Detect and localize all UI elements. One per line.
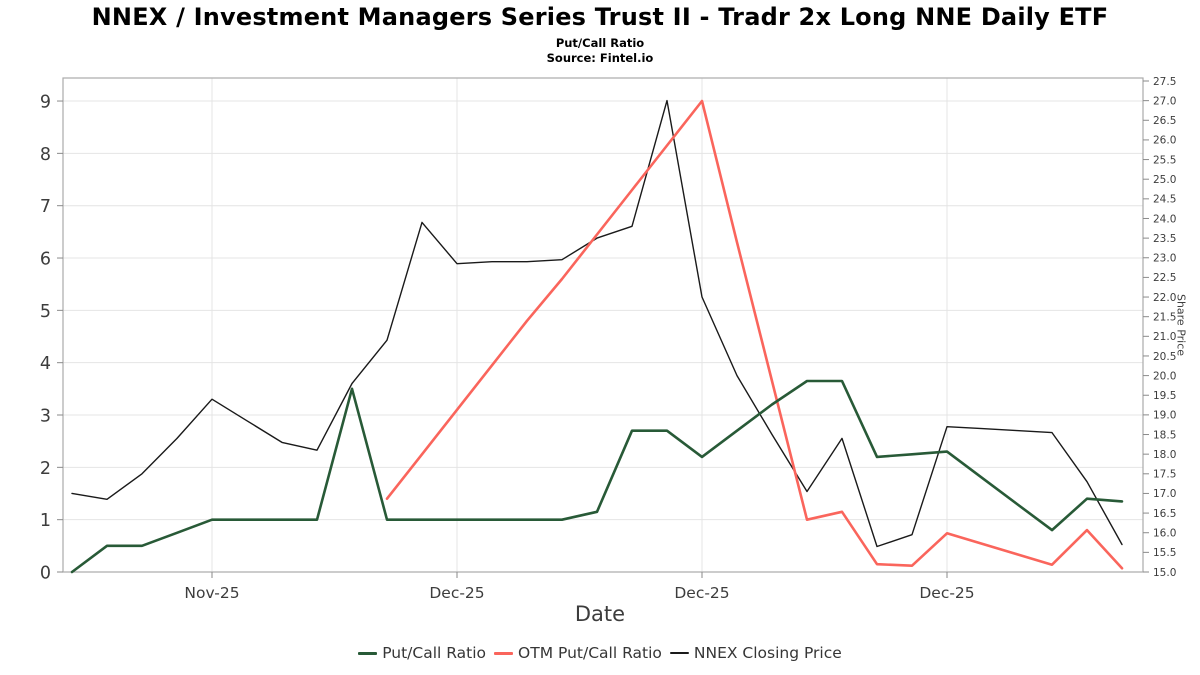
left-axis-tick-label: 5 xyxy=(40,302,51,322)
legend-label: NNEX Closing Price xyxy=(693,644,842,662)
chart-subtitle: Put/Call Ratio xyxy=(555,36,645,50)
right-axis-tick-label: 18.5 xyxy=(1153,429,1176,441)
legend-label: Put/Call Ratio xyxy=(382,644,487,662)
series-line-nnex-closing-price xyxy=(71,99,1123,548)
series-line-otm-put-call-ratio xyxy=(385,99,1124,570)
right-axis-title: Share Price xyxy=(1174,293,1188,357)
right-axis-tick-label: 17.0 xyxy=(1153,488,1176,500)
legend-label: OTM Put/Call Ratio xyxy=(518,644,662,662)
right-axis-tick-label: 22.0 xyxy=(1153,292,1176,304)
right-axis-tick-label: 24.5 xyxy=(1153,194,1176,206)
x-axis-tick-label: Nov-25 xyxy=(184,584,239,602)
right-axis-tick-label: 18.0 xyxy=(1153,449,1176,461)
right-axis-tick-label: 20.5 xyxy=(1153,351,1176,363)
left-axis-tick-label: 1 xyxy=(40,511,51,531)
left-axis-tick-label: 9 xyxy=(40,93,51,113)
legend: Put/Call Ratio OTM Put/Call Ratio NNEX Clo… xyxy=(0,644,1200,662)
right-axis-tick-label: 26.5 xyxy=(1153,115,1176,127)
legend-swatch xyxy=(669,652,689,654)
right-axis-tick-label: 17.5 xyxy=(1153,469,1176,481)
chart-source-label: Source: Fintel.io xyxy=(546,51,654,65)
right-axis-tick-label: 19.5 xyxy=(1153,390,1176,402)
right-axis-tick-label: 20.0 xyxy=(1153,370,1176,382)
right-axis-tick-label: 16.0 xyxy=(1153,528,1176,540)
right-axis-tick-label: 25.0 xyxy=(1153,174,1176,186)
legend-item: OTM Put/Call Ratio xyxy=(494,644,662,662)
left-axis-tick-label: 6 xyxy=(40,250,51,270)
x-axis-tick-label: Dec-25 xyxy=(919,584,974,602)
chart-title: NNEX / Investment Managers Series Trust … xyxy=(91,3,1109,31)
right-axis-tick-label: 23.5 xyxy=(1153,233,1176,245)
series-line-put-call-ratio xyxy=(70,379,1124,574)
legend-item: NNEX Closing Price xyxy=(669,644,842,662)
left-axis-tick-label: 8 xyxy=(40,145,51,165)
right-axis-tick-label: 23.0 xyxy=(1153,253,1176,265)
right-axis-tick-label: 22.5 xyxy=(1153,272,1176,284)
right-axis-tick-label: 25.5 xyxy=(1153,154,1176,166)
legend-swatch xyxy=(494,651,514,655)
right-axis-tick-label: 24.0 xyxy=(1153,213,1176,225)
left-axis-tick-label: 2 xyxy=(40,459,51,479)
left-axis-tick-label: 0 xyxy=(40,564,51,584)
left-axis-tick-label: 7 xyxy=(40,197,51,217)
right-axis-tick-label: 27.5 xyxy=(1153,76,1176,88)
right-axis-tick-label: 15.0 xyxy=(1153,567,1176,579)
legend-item: Put/Call Ratio xyxy=(358,644,486,662)
right-axis-tick-label: 15.5 xyxy=(1153,547,1176,559)
x-axis-tick-label: Dec-25 xyxy=(429,584,484,602)
right-axis-tick-label: 27.0 xyxy=(1153,95,1176,107)
right-axis-tick-label: 26.0 xyxy=(1153,135,1176,147)
left-axis-tick-label: 4 xyxy=(40,354,51,374)
x-axis-tick-label: Dec-25 xyxy=(674,584,729,602)
x-axis-title: Date xyxy=(574,602,626,626)
left-axis-tick-label: 3 xyxy=(40,407,51,427)
right-axis-tick-label: 21.0 xyxy=(1153,331,1176,343)
right-axis-tick-label: 16.5 xyxy=(1153,508,1176,520)
plot-frame xyxy=(62,77,1144,573)
right-axis-tick-label: 21.5 xyxy=(1153,311,1176,323)
right-axis-tick-label: 19.0 xyxy=(1153,410,1176,422)
legend-swatch xyxy=(358,651,378,655)
